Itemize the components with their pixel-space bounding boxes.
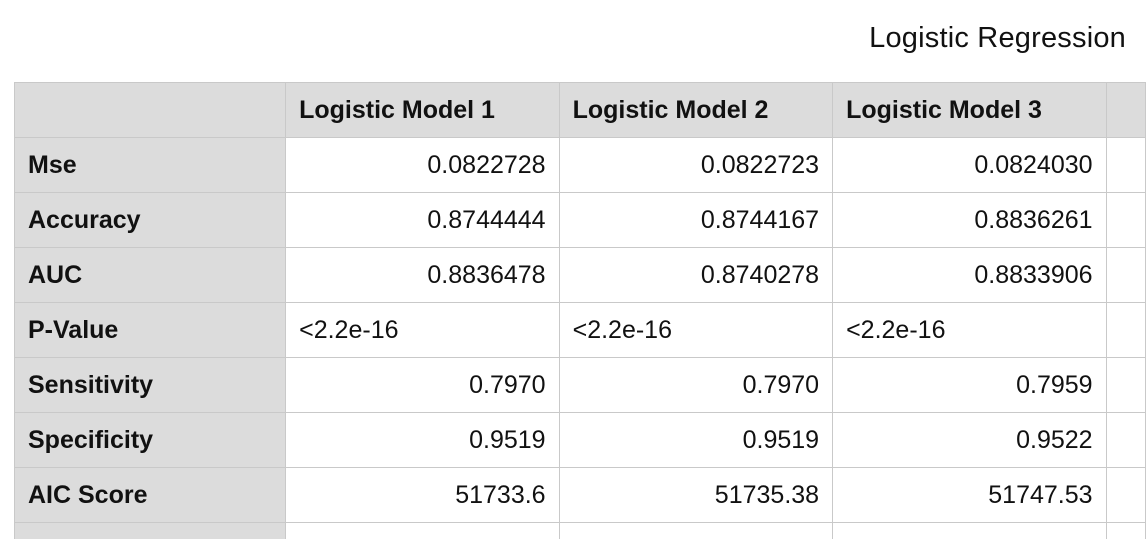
empty-cell[interactable] xyxy=(1105,192,1146,248)
header-row: Logistic Model 1 Logistic Model 2 Logist… xyxy=(13,82,1146,138)
empty-cell[interactable] xyxy=(285,522,560,539)
empty-cell[interactable] xyxy=(1105,137,1146,193)
table-cell[interactable]: 0.8744167 xyxy=(558,192,834,248)
table-title: Logistic Regression xyxy=(869,22,1126,54)
table-cell[interactable]: 0.7970 xyxy=(558,357,834,413)
table-row: Mse 0.0822728 0.0822723 0.0824030 xyxy=(13,137,1146,193)
table-cell[interactable]: 0.7959 xyxy=(832,357,1107,413)
table-cell[interactable]: 51733.6 xyxy=(285,467,560,523)
table-cell[interactable]: 0.7970 xyxy=(285,357,560,413)
table-cell[interactable]: 0.9519 xyxy=(285,412,560,468)
results-table: Logistic Model 1 Logistic Model 2 Logist… xyxy=(13,82,1146,539)
table-row: AUC 0.8836478 0.8740278 0.8833906 xyxy=(13,247,1146,303)
row-header[interactable]: Sensitivity xyxy=(13,357,287,413)
table-cell[interactable]: 0.0822728 xyxy=(285,137,560,193)
table-cell[interactable]: 0.8833906 xyxy=(832,247,1107,303)
table-cell[interactable]: 51747.53 xyxy=(832,467,1107,523)
row-header[interactable]: AUC xyxy=(13,247,287,303)
table-row: AIC Score 51733.6 51735.38 51747.53 xyxy=(13,467,1146,523)
table-cell[interactable]: 0.8836478 xyxy=(285,247,560,303)
empty-cell[interactable] xyxy=(558,522,834,539)
table-body: Mse 0.0822728 0.0822723 0.0824030 Accuracy 0.… xyxy=(13,137,1146,539)
table-row-partial xyxy=(13,522,1146,539)
table-cell[interactable]: <2.2e-16 xyxy=(832,302,1107,358)
empty-cell[interactable] xyxy=(1105,412,1146,468)
table-row: P-Value <2.2e-16 <2.2e-16 <2.2e-16 xyxy=(13,302,1146,358)
column-header-model-3[interactable]: Logistic Model 3 xyxy=(832,82,1107,138)
row-header[interactable]: AIC Score xyxy=(13,467,287,523)
empty-cell[interactable] xyxy=(1105,357,1146,413)
empty-cell[interactable] xyxy=(832,522,1107,539)
table-cell[interactable]: 0.8744444 xyxy=(285,192,560,248)
empty-cell[interactable] xyxy=(13,522,287,539)
table-cell[interactable]: 0.9522 xyxy=(832,412,1107,468)
row-header[interactable]: P-Value xyxy=(13,302,287,358)
table-cell[interactable]: 0.0822723 xyxy=(558,137,834,193)
empty-cell[interactable] xyxy=(1105,522,1146,539)
empty-cell[interactable] xyxy=(1105,302,1146,358)
empty-cell[interactable] xyxy=(1105,467,1146,523)
table-cell[interactable]: 0.8740278 xyxy=(558,247,834,303)
table-cell[interactable]: 0.8836261 xyxy=(832,192,1107,248)
table-row: Accuracy 0.8744444 0.8744167 0.8836261 xyxy=(13,192,1146,248)
table-cell[interactable]: 51735.38 xyxy=(558,467,834,523)
table-row: Specificity 0.9519 0.9519 0.9522 xyxy=(13,412,1146,468)
column-header-model-1[interactable]: Logistic Model 1 xyxy=(285,82,560,138)
table-cell[interactable]: <2.2e-16 xyxy=(558,302,834,358)
empty-cell[interactable] xyxy=(1105,247,1146,303)
column-header-empty[interactable] xyxy=(1105,82,1146,138)
table-cell[interactable]: 0.0824030 xyxy=(832,137,1107,193)
row-header[interactable]: Mse xyxy=(13,137,287,193)
row-header[interactable]: Specificity xyxy=(13,412,287,468)
corner-cell[interactable] xyxy=(13,82,287,138)
table-cell[interactable]: <2.2e-16 xyxy=(285,302,560,358)
column-header-model-2[interactable]: Logistic Model 2 xyxy=(558,82,834,138)
table-row: Sensitivity 0.7970 0.7970 0.7959 xyxy=(13,357,1146,413)
table-cell[interactable]: 0.9519 xyxy=(558,412,834,468)
row-header[interactable]: Accuracy xyxy=(13,192,287,248)
